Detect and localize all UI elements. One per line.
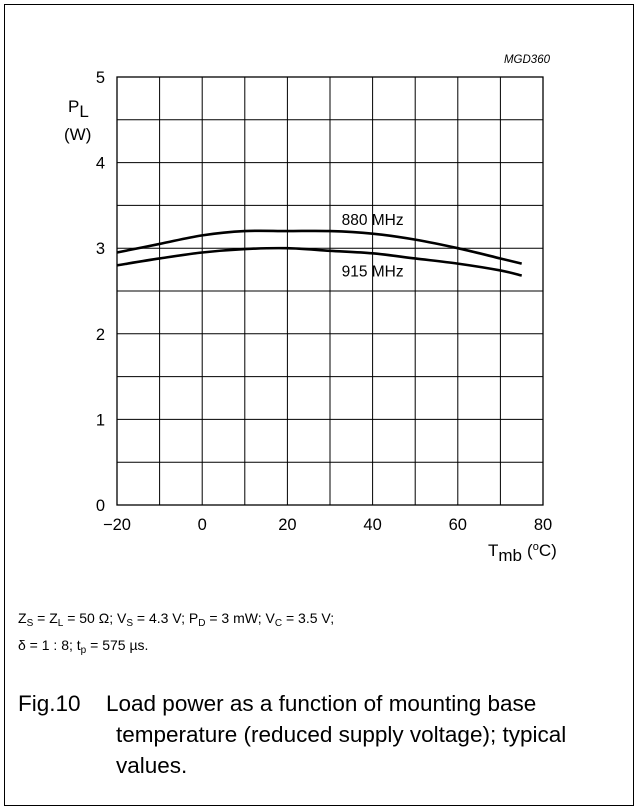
cond-sub: S bbox=[126, 618, 133, 629]
cond-text: = 3.5 V; bbox=[282, 610, 335, 626]
y-tick-label: 0 bbox=[96, 497, 105, 515]
x-tick-label: 80 bbox=[534, 516, 552, 534]
cond-sub: L bbox=[57, 618, 64, 629]
y-axis-unit: (W) bbox=[64, 125, 91, 144]
plot-area bbox=[116, 76, 544, 506]
cond-sub: C bbox=[274, 618, 283, 629]
cond-text: = 3 mW; V bbox=[205, 610, 275, 626]
y-tick-label: 2 bbox=[96, 326, 105, 344]
x-axis-label: Tmb (oC) bbox=[488, 541, 557, 565]
x-axis-unit-sup: o bbox=[533, 541, 539, 553]
y-axis-label: PL bbox=[68, 97, 89, 121]
figure-frame bbox=[4, 4, 634, 806]
conditions-line-1: ZS = ZL = 50 Ω; VS = 4.3 V; PD = 3 mW; V… bbox=[18, 605, 334, 632]
cond-text: = 575 µs. bbox=[86, 637, 149, 653]
x-axis-label-main: T bbox=[488, 541, 498, 560]
cond-text: = 4.3 V; P bbox=[132, 610, 199, 626]
x-tick-label: −20 bbox=[103, 516, 131, 534]
cond-text: Z bbox=[18, 610, 27, 626]
chart-code: MGD360 bbox=[504, 54, 551, 66]
x-tick-label: 40 bbox=[363, 516, 381, 534]
figure-number: Fig.10 bbox=[18, 691, 81, 716]
series-line-2 bbox=[116, 246, 523, 277]
y-tick-label: 4 bbox=[96, 155, 105, 173]
chart-series: 880 MHz 915 MHz bbox=[116, 212, 523, 280]
y-axis-label-main: P bbox=[68, 97, 79, 116]
conditions-line-2: δ = 1 : 8; tp = 575 µs. bbox=[18, 632, 334, 659]
x-tick-label: 60 bbox=[449, 516, 467, 534]
series-label: 880 MHz bbox=[342, 212, 404, 229]
cond-sub: S bbox=[26, 618, 34, 629]
y-axis-label-sub: L bbox=[79, 102, 88, 121]
x-tick-label: 20 bbox=[278, 516, 296, 534]
series-label: 915 MHz bbox=[342, 263, 404, 280]
cond-text: = 50 Ω; V bbox=[63, 610, 127, 626]
cond-text: = Z bbox=[33, 610, 58, 626]
x-axis-label-sub: mb bbox=[498, 546, 522, 565]
cond-sub: D bbox=[198, 618, 206, 629]
cond-text: δ = 1 : 8; t bbox=[18, 637, 81, 653]
y-tick-label: 1 bbox=[96, 411, 105, 429]
cond-sub: p bbox=[80, 645, 87, 656]
x-tick-label: 0 bbox=[198, 516, 207, 534]
test-conditions: ZS = ZL = 50 Ω; VS = 4.3 V; PD = 3 mW; V… bbox=[18, 605, 334, 659]
y-tick-label: 5 bbox=[96, 69, 105, 87]
chart-grid bbox=[116, 76, 544, 506]
x-axis-unit-open: ( bbox=[527, 541, 533, 560]
x-axis-unit-rest: C) bbox=[539, 541, 557, 560]
y-tick-label: 3 bbox=[96, 240, 105, 258]
figure-caption-text: Load power as a function of mounting bas… bbox=[106, 691, 567, 778]
series-line-1 bbox=[116, 229, 523, 265]
